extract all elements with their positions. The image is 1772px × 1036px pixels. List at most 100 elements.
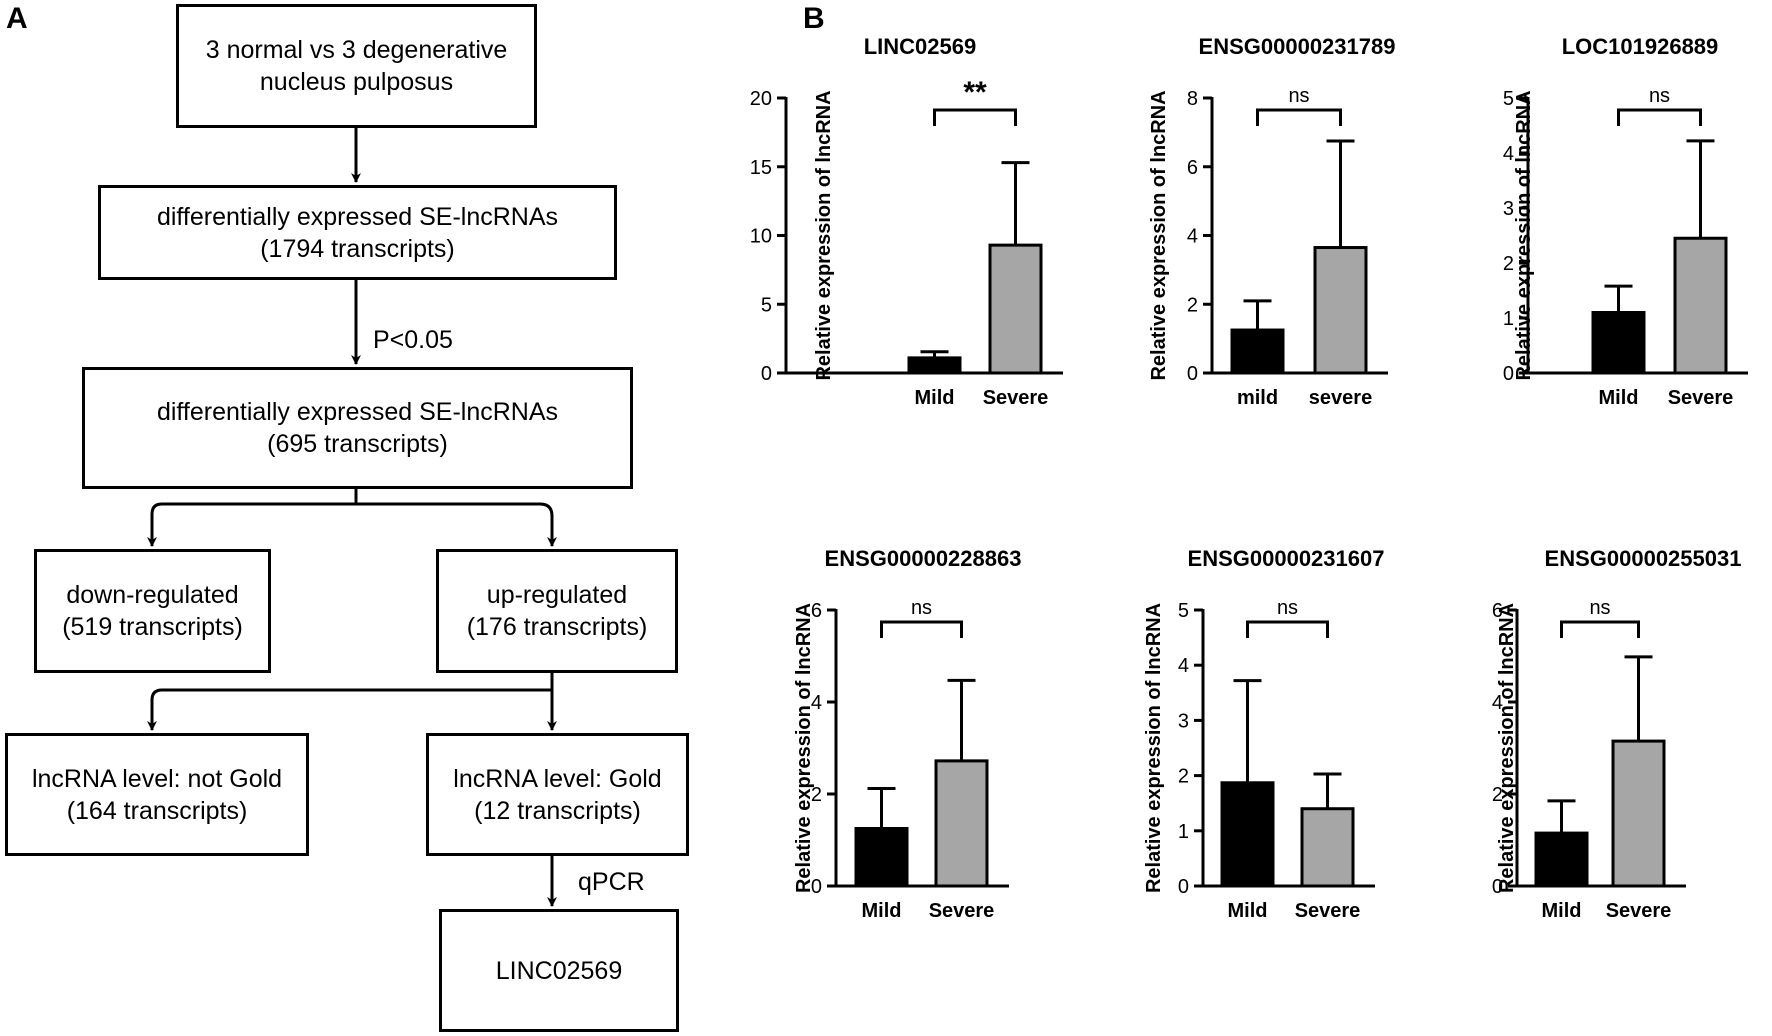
bar-severe — [1611, 739, 1666, 888]
y-tick-label: 2 — [1187, 294, 1198, 316]
chart-title: LOC101926889 — [1562, 34, 1719, 59]
y-tick-label: 2 — [1492, 784, 1503, 806]
y-tick-label: 2 — [1178, 766, 1189, 788]
y-tick-label: 0 — [1178, 876, 1189, 898]
y-tick-label: 4 — [811, 692, 822, 714]
qpcr-label: qPCR — [578, 868, 645, 896]
de-lncrna-box: differentially expressed SE-lncRNAs (179… — [98, 185, 617, 280]
filtered-lncrna-box-text: differentially expressed SE-lncRNAs (695… — [156, 398, 559, 458]
significance-bracket — [1617, 108, 1702, 126]
y-tick-label: 1 — [1503, 308, 1514, 330]
y-axis-label: Relative expression of lncRNA — [1513, 90, 1535, 380]
category-label: mild — [1237, 387, 1278, 409]
category-label: Mild — [862, 900, 902, 922]
bar-severe — [1300, 807, 1355, 888]
y-tick-label: 3 — [1178, 710, 1189, 732]
chart-title: LINC02569 — [864, 34, 977, 59]
y-tick-label: 2 — [811, 784, 822, 806]
y-tick-label: 6 — [811, 600, 822, 622]
not-gold-box: lncRNA level: not Gold (164 transcripts) — [5, 733, 309, 856]
significance-bracket — [1246, 620, 1329, 638]
y-axis-label: Relative expression of lncRNA — [1143, 603, 1165, 893]
y-tick-label: 10 — [750, 226, 772, 248]
y-tick-label: 0 — [811, 876, 822, 898]
filtered-lncrna-box: differentially expressed SE-lncRNAs (695… — [82, 367, 633, 489]
category-label: Severe — [1606, 900, 1672, 922]
category-label: severe — [1309, 387, 1372, 409]
category-label: Severe — [1668, 387, 1734, 409]
significance-label: ns — [1649, 85, 1670, 107]
y-tick-label: 0 — [1187, 363, 1198, 385]
bar-mild — [1591, 311, 1646, 375]
flow-arrows — [147, 128, 557, 907]
y-tick-label: 4 — [1187, 226, 1198, 248]
y-tick-label: 5 — [1503, 88, 1514, 110]
y-tick-label: 1 — [1178, 821, 1189, 843]
p-value-label: P<0.05 — [373, 326, 453, 354]
y-axis-label: Relative expression of lncRNA — [813, 90, 835, 380]
not-gold-box-text: lncRNA level: not Gold (164 transcripts) — [31, 764, 283, 825]
category-label: Mild — [915, 387, 955, 409]
bar-severe — [988, 243, 1043, 375]
de-lncrna-box-text: differentially expressed SE-lncRNAs (179… — [156, 202, 559, 263]
category-label: Mild — [1542, 900, 1582, 922]
down-regulated-box-text: down-regulated (519 transcripts) — [62, 581, 243, 641]
significance-label: ** — [963, 76, 987, 109]
significance-label: ns — [911, 597, 932, 619]
significance-bracket — [933, 108, 1017, 126]
y-tick-label: 3 — [1503, 198, 1514, 220]
panel-a-letter: A — [6, 2, 28, 35]
y-tick-label: 20 — [750, 88, 772, 110]
bar-severe — [1673, 236, 1728, 375]
final-box: LINC02569 — [439, 909, 679, 1032]
chart-title: ENSG00000231789 — [1199, 34, 1396, 59]
category-label: Severe — [929, 900, 995, 922]
panel-b-letter: B — [803, 2, 825, 35]
chart-title: ENSG00000231607 — [1188, 546, 1385, 571]
bar-mild — [1220, 781, 1275, 888]
y-tick-label: 0 — [1492, 876, 1503, 898]
y-tick-label: 0 — [761, 363, 772, 385]
flowchart-panel: A 3 normal vs 3 degenerative nucleus pul… — [0, 0, 800, 1036]
up-regulated-box: up-regulated (176 transcripts) — [436, 549, 678, 673]
category-label: Mild — [1599, 387, 1639, 409]
y-axis-label: Relative expression of lncRNA — [1496, 603, 1518, 893]
category-label: Mild — [1228, 900, 1268, 922]
final-box-text: LINC02569 — [495, 956, 623, 985]
y-axis-label: Relative expression of lncRNA — [793, 603, 815, 893]
y-tick-label: 4 — [1492, 692, 1503, 714]
start-box-text: 3 normal vs 3 degenerative nucleus pulpo… — [205, 36, 508, 96]
bar-severe — [934, 759, 989, 888]
bar-mild — [1534, 831, 1589, 888]
significance-bracket — [880, 620, 963, 638]
bar-mild — [1230, 328, 1285, 375]
start-box: 3 normal vs 3 degenerative nucleus pulpo… — [176, 4, 537, 128]
y-tick-label: 2 — [1503, 253, 1514, 275]
y-tick-label: 4 — [1178, 655, 1189, 677]
chart-title: ENSG00000228863 — [825, 546, 1022, 571]
y-tick-label: 15 — [750, 157, 772, 179]
bar-mild — [907, 356, 962, 375]
chart-title: ENSG00000255031 — [1545, 546, 1742, 571]
split-branch-2 — [150, 688, 552, 716]
category-label: Severe — [983, 387, 1049, 409]
y-tick-label: 6 — [1492, 600, 1503, 622]
bar-mild — [854, 827, 909, 888]
significance-bracket — [1560, 620, 1640, 638]
down-regulated-box: down-regulated (519 transcripts) — [34, 549, 271, 673]
significance-label: ns — [1277, 597, 1298, 619]
split-branch-1 — [150, 502, 554, 532]
bar-severe — [1313, 246, 1368, 375]
y-tick-label: 6 — [1187, 157, 1198, 179]
gold-box-text: lncRNA level: Gold (12 transcripts) — [453, 764, 662, 825]
significance-label: ns — [1589, 597, 1610, 619]
up-regulated-box-text: up-regulated (176 transcripts) — [466, 581, 648, 641]
significance-bracket — [1256, 108, 1342, 126]
y-tick-label: 8 — [1187, 88, 1198, 110]
y-tick-label: 0 — [1503, 363, 1514, 385]
y-axis-label: Relative expression of lncRNA — [1148, 90, 1170, 380]
y-tick-label: 5 — [1178, 600, 1189, 622]
significance-label: ns — [1288, 85, 1309, 107]
category-label: Severe — [1295, 900, 1361, 922]
